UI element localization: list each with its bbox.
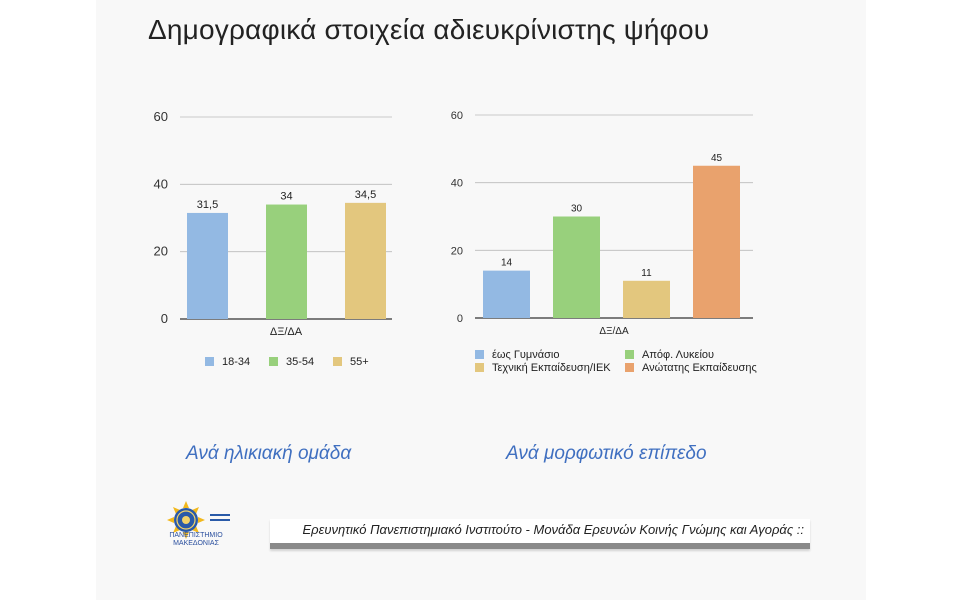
legend-label: έως Γυμνάσιο (492, 349, 559, 361)
legend-label: 18-34 (222, 356, 250, 368)
legend-swatch (205, 357, 214, 366)
data-label: 34 (280, 191, 292, 203)
logo-text: ΠΑΝΕΠΙΣΤΗΜΙΟ ΜΑΚΕΔΟΝΙΑΣ (169, 532, 223, 547)
y-tick-label: 20 (451, 245, 463, 257)
bar- (693, 165, 740, 318)
legend-label: 55+ (350, 356, 369, 368)
y-tick-label: 60 (154, 109, 168, 124)
legend-label: 35-54 (286, 356, 314, 368)
legend-swatch (625, 363, 634, 372)
data-label: 30 (571, 204, 583, 215)
data-label: 31,5 (197, 199, 218, 211)
bar-55 (345, 202, 386, 319)
data-label: 14 (501, 258, 513, 269)
university-logo (167, 501, 230, 539)
bar-18-34 (187, 212, 228, 319)
legend-swatch (475, 350, 484, 359)
age-group-caption: Ανά ηλικιακή ομάδα (186, 443, 352, 464)
legend-label: Ανώτατης Εκπαίδευσης (642, 362, 757, 374)
footer-banner: Ερευνητικό Πανεπιστημιακό Ινστιτούτο - Μ… (270, 519, 810, 549)
x-axis-label: ΔΞ/ΔΑ (599, 326, 629, 337)
data-label: 11 (641, 268, 652, 279)
legend-swatch (333, 357, 342, 366)
y-tick-label: 0 (457, 313, 463, 325)
y-tick-label: 40 (154, 176, 168, 191)
data-label: 34,5 (355, 189, 376, 201)
bar- (553, 216, 600, 318)
legend-label: Απόφ. Λυκείου (642, 349, 714, 361)
education-caption: Ανά μορφωτικό επίπεδο (506, 443, 707, 464)
bar- (623, 280, 670, 318)
bar- (483, 270, 530, 318)
page-title: Δημογραφικά στοιχεία αδιευκρίνιστης ψήφο… (148, 14, 710, 45)
y-tick-label: 20 (154, 244, 168, 259)
footer-text: Ερευνητικό Πανεπιστημιακό Ινστιτούτο - Μ… (302, 522, 804, 537)
legend-swatch (475, 363, 484, 372)
legend-swatch (269, 357, 278, 366)
y-tick-label: 0 (161, 311, 168, 326)
legend-label: Τεχνική Εκπαίδευση/ΙΕΚ (492, 362, 611, 374)
y-tick-label: 40 (451, 178, 463, 190)
education-level-chart: 0 20 40 60 14 30 11 45 ΔΞ/ΔΑ έως Γυμνάσιο Απόφ. Λυ… (451, 110, 757, 374)
data-label: 45 (711, 153, 723, 164)
bar-35-54 (266, 204, 307, 319)
age-group-chart: 0 20 40 60 31,5 34 34,5 ΔΞ/ΔΑ 18-34 35-54 55+ (154, 109, 392, 368)
y-tick-label: 60 (451, 110, 463, 122)
x-axis-label: ΔΞ/ΔΑ (270, 326, 303, 338)
legend-swatch (625, 350, 634, 359)
